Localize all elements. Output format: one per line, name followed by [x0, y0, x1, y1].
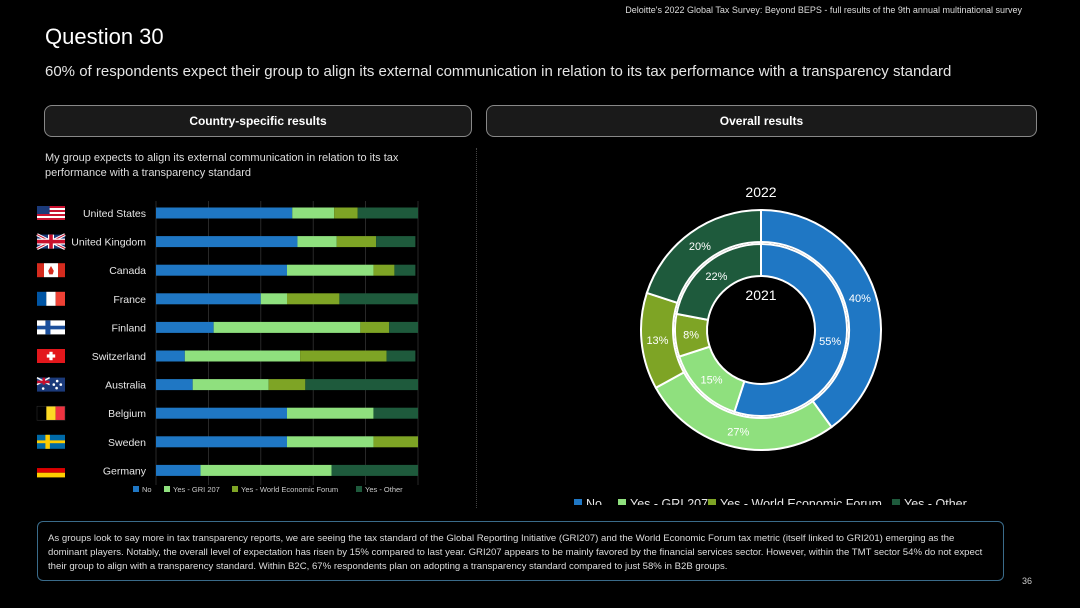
category-label: United States	[83, 208, 146, 220]
france-flag-icon	[37, 291, 65, 306]
tab-overall[interactable]: Overall results	[486, 105, 1037, 137]
bar-segment	[287, 264, 374, 276]
slice-label: 22%	[705, 271, 727, 283]
bar-segment	[287, 407, 374, 419]
bar-segment	[268, 379, 306, 391]
bar-segment	[156, 321, 214, 333]
slice-label: 27%	[727, 426, 749, 438]
legend-swatch	[708, 499, 716, 505]
bar-segment	[156, 293, 261, 305]
bar-segment	[156, 407, 287, 419]
category-label: Australia	[105, 380, 146, 392]
bar-segment	[357, 207, 418, 219]
legend-label: Yes - GRI 207	[173, 485, 220, 494]
bar-segment	[156, 350, 185, 362]
bar-segment	[331, 464, 418, 476]
category-label: Switzerland	[92, 351, 146, 363]
tab-country-specific[interactable]: Country-specific results	[44, 105, 472, 137]
commentary-box: As groups look to say more in tax transp…	[37, 521, 1004, 581]
bar-segment	[373, 436, 418, 448]
legend-swatch	[618, 499, 626, 505]
bar-segment	[156, 436, 287, 448]
bar-segment	[156, 264, 287, 276]
overall-donut-chart: 40% 27% 13% 20% 55% 15% 8% 22% 2022 2021 No Yes - G…	[574, 184, 967, 505]
bar-segment	[156, 464, 201, 476]
bar-segment	[373, 264, 395, 276]
finland-flag-icon	[37, 320, 65, 335]
bar-segment	[394, 264, 416, 276]
category-label: United Kingdom	[71, 237, 146, 249]
slice-label: 8%	[683, 329, 699, 341]
bar-segment	[292, 207, 335, 219]
slice-label: 15%	[700, 374, 722, 386]
slice-label: 20%	[689, 241, 711, 253]
category-label: France	[113, 294, 146, 306]
bar-segment	[200, 464, 332, 476]
legend-label: Yes - World Economic Forum	[241, 485, 338, 494]
bar-segment	[336, 236, 377, 248]
outer-ring-slice	[645, 208, 762, 305]
divider	[476, 148, 477, 508]
category-label: Sweden	[108, 437, 146, 449]
canada-flag-icon	[37, 263, 65, 278]
category-label: Finland	[112, 322, 147, 334]
uk-flag-icon	[36, 233, 66, 250]
bar-segment	[300, 350, 387, 362]
legend-swatch	[356, 486, 362, 492]
legend-swatch	[133, 486, 139, 492]
belgium-flag-icon	[36, 405, 66, 421]
bar-segment	[156, 379, 193, 391]
slice-label: 40%	[849, 293, 871, 305]
bar-segment	[360, 321, 390, 333]
legend-swatch	[892, 499, 900, 505]
legend-label: No	[142, 485, 152, 494]
inner-ring-year-label: 2021	[745, 287, 776, 303]
us-flag-icon	[37, 206, 65, 220]
bar-segment	[192, 379, 269, 391]
page-number: 36	[1021, 576, 1032, 586]
bar-segment	[260, 293, 287, 305]
outer-ring-slice	[760, 208, 882, 429]
bar-segment	[213, 321, 361, 333]
legend-label: Yes - Other	[365, 485, 403, 494]
inner-ring-slice	[675, 242, 762, 322]
page-title: Question 30	[45, 24, 164, 49]
inner-ring-slice	[733, 242, 848, 417]
category-label: Belgium	[108, 408, 146, 420]
bar-segment	[305, 379, 418, 391]
bar-segment	[386, 350, 416, 362]
bar-segment	[156, 236, 298, 248]
commentary-text: As groups look to say more in tax transp…	[48, 533, 983, 572]
legend-label: No	[586, 497, 602, 505]
slice-label: 55%	[819, 336, 841, 348]
bar-segment	[373, 407, 418, 419]
legend-label: Yes - Other	[904, 497, 967, 505]
page-subtitle: 60% of respondents expect their group to…	[45, 63, 952, 80]
bar-segment	[287, 293, 340, 305]
header-note: Deloitte's 2022 Global Tax Survey: Beyon…	[625, 5, 1022, 15]
legend-swatch	[164, 486, 170, 492]
bar-segment	[297, 236, 337, 248]
bar-segment	[389, 321, 418, 333]
legend-swatch	[232, 486, 238, 492]
switzerland-flag-icon	[37, 349, 65, 363]
sweden-flag-icon	[37, 434, 65, 449]
australia-flag-icon	[36, 376, 65, 392]
legend-label: Yes - World Economic Forum	[720, 497, 882, 505]
slice-label: 13%	[646, 335, 668, 347]
bar-segment	[334, 207, 358, 219]
legend-swatch	[574, 499, 582, 505]
bar-segment	[339, 293, 418, 305]
bar-segment	[156, 207, 293, 219]
category-label: Germany	[103, 465, 147, 477]
outer-ring-year-label: 2022	[745, 184, 776, 200]
germany-flag-icon	[37, 463, 65, 478]
legend-label: Yes - GRI 207	[630, 497, 708, 505]
bar-segment	[376, 236, 416, 248]
bar-segment	[184, 350, 301, 362]
question-text: My group expects to align its external c…	[45, 152, 399, 179]
country-bar-chart: United States United Kingdom Canada France F…	[36, 201, 419, 494]
bar-segment	[287, 436, 374, 448]
category-label: Canada	[109, 265, 146, 277]
